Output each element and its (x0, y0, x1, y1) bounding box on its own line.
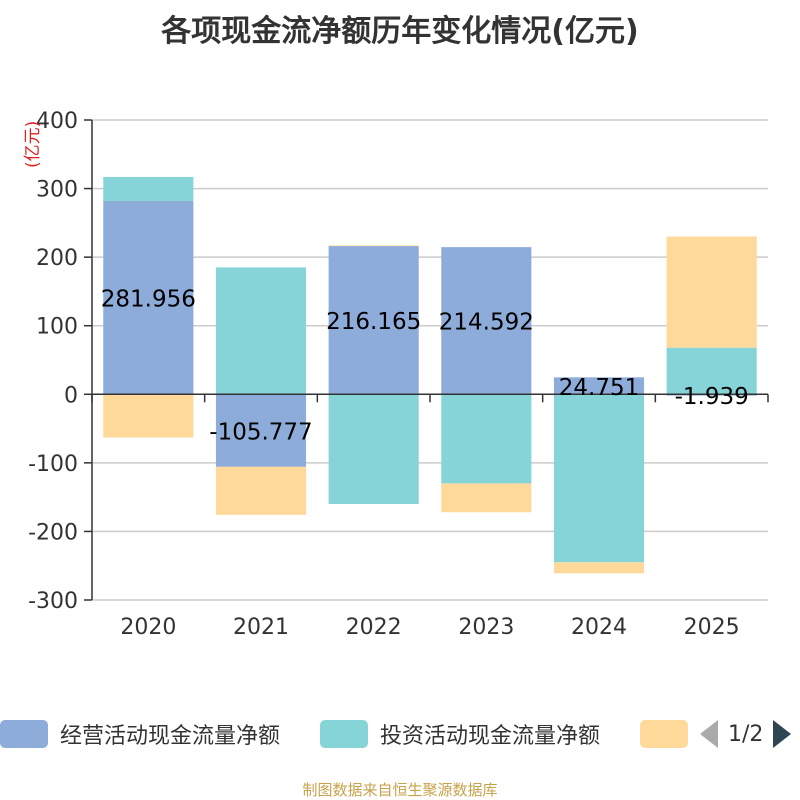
y-tick-label: 400 (36, 109, 78, 134)
x-tick-label: 2025 (684, 615, 740, 640)
data-labels: 281.956 -105.777 216.165 214.592 24.751 -1.93… (101, 287, 749, 446)
bar-s2-2022[interactable] (328, 245, 419, 247)
legend-item-investing[interactable]: 投资活动现金流量净额 (320, 714, 600, 754)
axes: 400 300 200 100 0 -100 -200 -300 2020 2021 2022 202… (28, 109, 769, 640)
legend-swatch-operating (0, 720, 48, 748)
x-tick-label: 2024 (571, 615, 627, 640)
legend-swatch-financing (640, 720, 688, 748)
bar-s1-2025[interactable] (666, 347, 757, 395)
bar-s1-2022[interactable] (328, 394, 419, 504)
data-label: 281.956 (101, 287, 196, 313)
pager-prev-icon[interactable] (700, 720, 718, 748)
y-tick-label: 100 (36, 315, 78, 340)
bar-s2-2020[interactable] (103, 394, 194, 438)
bar-s0-2022[interactable] (328, 246, 419, 395)
bar-s2-2024[interactable] (553, 562, 645, 574)
legend-item-operating[interactable]: 经营活动现金流量净额 (0, 714, 280, 754)
bar-s2-2023[interactable] (441, 483, 532, 513)
legend-page-indicator: 1/2 (728, 721, 764, 747)
legend-label-investing: 投资活动现金流量净额 (380, 724, 601, 749)
data-label: 24.751 (559, 375, 639, 401)
bar-s0-2020[interactable] (103, 200, 194, 395)
bar-s1-2024[interactable] (553, 394, 645, 563)
data-label: 214.592 (439, 310, 534, 336)
data-label: -1.939 (675, 384, 749, 410)
bar-s0-2023[interactable] (441, 247, 532, 395)
grid-lines (92, 119, 768, 601)
x-tick-label: 2020 (120, 615, 176, 640)
bar-s1-2020[interactable] (103, 176, 194, 201)
bar-s2-2025[interactable] (666, 236, 757, 348)
y-tick-label: -100 (28, 452, 78, 477)
y-tick-label: -300 (28, 589, 78, 614)
x-tick-label: 2021 (233, 615, 289, 640)
legend: 经营活动现金流量净额 投资活动现金流量净额 (0, 714, 800, 754)
y-tick-label: 300 (36, 178, 78, 203)
legend-label-operating: 经营活动现金流量净额 (60, 724, 281, 749)
pager-next-icon[interactable] (773, 720, 792, 748)
y-tick-label: -200 (28, 520, 78, 545)
bar-s1-2021[interactable] (215, 267, 307, 395)
y-tick-label: 200 (36, 246, 78, 271)
chart-plot: 400 300 200 100 0 -100 -200 -300 2020 2021 2022 202… (23, 109, 769, 640)
data-label: -105.777 (209, 420, 312, 446)
chart-title: 各项现金流净额历年变化情况(亿元) (161, 14, 639, 49)
legend-swatch-investing (320, 720, 368, 748)
bars (103, 176, 757, 574)
y-tick-label: 0 (64, 383, 78, 408)
bar-s0-2024[interactable] (553, 377, 645, 395)
y-axis-title: (亿元) (23, 121, 43, 168)
bar-s0-2021[interactable] (215, 394, 307, 467)
legend-item-financing[interactable] (640, 714, 700, 754)
bar-s2-2021[interactable] (215, 466, 307, 515)
legend-pager: 1/2 (700, 714, 792, 754)
source-footer: 制图数据来自恒生聚源数据库 (302, 781, 498, 799)
bar-s1-2023[interactable] (441, 394, 532, 484)
x-tick-label: 2023 (458, 615, 514, 640)
data-label: 216.165 (326, 309, 421, 335)
x-tick-label: 2022 (346, 615, 402, 640)
